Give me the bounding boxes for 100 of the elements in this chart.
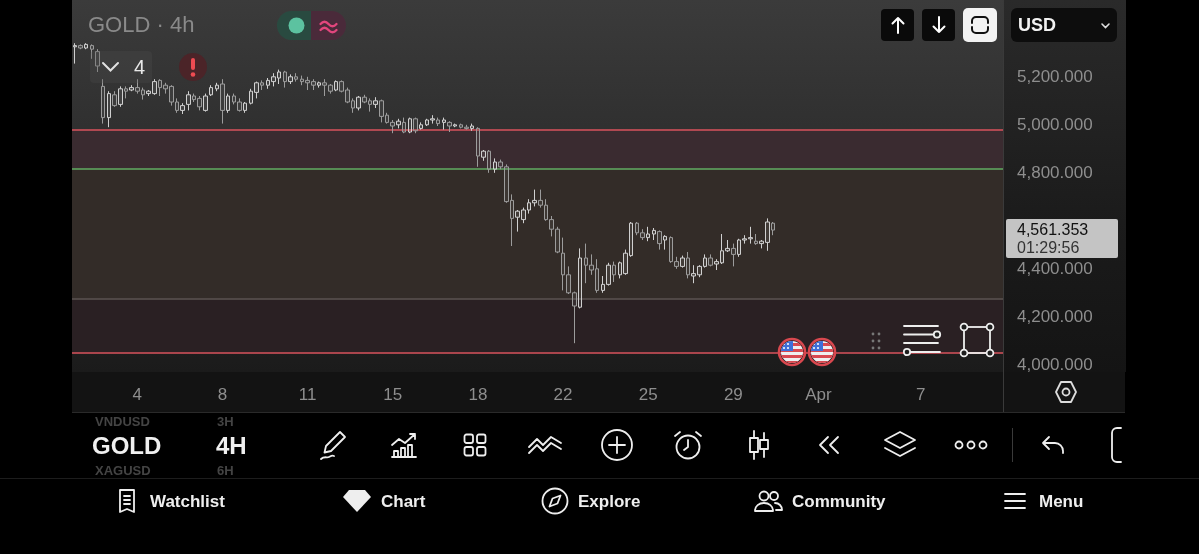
candlestick [635, 221, 639, 236]
candlestick [754, 233, 758, 246]
candlestick [737, 238, 741, 258]
candlestick [84, 42, 88, 50]
candlestick [317, 81, 321, 89]
candlestick [459, 123, 463, 129]
candlestick [209, 84, 213, 97]
candlestick [413, 117, 418, 134]
candlestick [311, 78, 316, 91]
candlestick [379, 99, 384, 123]
currency-dropdown: USD [1011, 8, 1117, 42]
candlestick [322, 78, 327, 97]
candlestick [232, 93, 236, 105]
candlestick [277, 69, 281, 85]
x-tick-label: Apr [805, 385, 833, 404]
candlestick [481, 149, 486, 162]
candlestick [283, 70, 287, 89]
candlestick [402, 117, 406, 134]
candlestick [226, 93, 230, 114]
candlestick [623, 249, 628, 276]
candlestick [419, 121, 423, 131]
candlestick [180, 102, 185, 115]
candlestick [549, 215, 554, 237]
candlestick [703, 253, 707, 269]
candlestick [487, 149, 491, 174]
candlestick [356, 95, 361, 111]
candlestick [373, 96, 378, 109]
candlestick [334, 79, 338, 92]
candlestick [697, 264, 702, 278]
x-tick-label: 8 [217, 385, 228, 404]
candlestick [175, 97, 179, 114]
candlestick [504, 163, 509, 204]
y-tick-label: 4,000.000 [1017, 355, 1093, 375]
y-tick-label: 5,200.000 [1017, 67, 1093, 87]
candlestick [328, 83, 333, 95]
text: Menu [1039, 491, 1084, 511]
candlestick [612, 261, 616, 283]
price-tag: 4,561.353 01:29:56 [1006, 219, 1118, 259]
candlestick [266, 77, 270, 90]
annotation: 4 [134, 56, 146, 78]
candlestick [203, 93, 208, 113]
candlestick [714, 258, 719, 271]
candlestick [271, 72, 276, 87]
candlestick [124, 85, 128, 99]
candlestick [498, 159, 503, 170]
candlestick [464, 124, 469, 131]
candlestick [107, 90, 111, 128]
candlestick [720, 233, 724, 265]
candlestick [532, 189, 537, 207]
candlestick [345, 87, 350, 104]
candlestick [640, 228, 645, 241]
x-tick-label: 11 [298, 385, 317, 404]
candlestick [78, 43, 83, 50]
y-tick-label: 4,400.000 [1017, 259, 1093, 279]
candlestick [368, 97, 372, 113]
x-tick-label: 22 [553, 385, 573, 404]
candlestick [663, 234, 667, 251]
y-axis-title: USD [1018, 15, 1057, 35]
y-tick-label: 5,000.000 [1017, 115, 1093, 135]
candlestick [425, 118, 429, 127]
candlestick [759, 239, 764, 249]
candlestick [112, 90, 117, 108]
candlestick [595, 258, 599, 294]
candlestick [362, 94, 367, 104]
candlestick [765, 217, 770, 252]
candlestick [163, 82, 168, 95]
candlestick [748, 226, 753, 245]
candlestick [657, 229, 662, 251]
candlestick [408, 117, 412, 134]
candlestick [742, 234, 747, 245]
candlestick [527, 198, 531, 215]
text: 6H [217, 462, 234, 478]
candlestick [220, 78, 225, 125]
candlestick [771, 221, 775, 236]
text: Watchlist [150, 491, 225, 511]
x-tick-label: 29 [723, 385, 743, 404]
candlestick [652, 227, 656, 241]
candlestick [691, 264, 696, 284]
candlestick [260, 79, 264, 91]
candlestick [197, 95, 202, 111]
candlestick [521, 207, 526, 224]
candlestick [578, 247, 582, 309]
candlestick [572, 291, 577, 344]
text: Chart [381, 491, 426, 511]
text: GOLD [92, 432, 162, 459]
candlestick [254, 81, 259, 99]
candlestick [294, 72, 298, 83]
candlestick [606, 262, 611, 287]
y-tick-label: 4,200.000 [1017, 307, 1093, 327]
candlestick [646, 226, 650, 242]
candlestick [385, 112, 389, 125]
candlestick [515, 209, 520, 233]
candlestick [601, 275, 605, 294]
candlestick [146, 89, 151, 97]
candlestick [680, 255, 685, 269]
candlestick [141, 87, 145, 101]
candlestick [186, 90, 191, 111]
candlestick [396, 118, 401, 129]
candlestick [538, 189, 543, 209]
candlestick [470, 123, 474, 132]
